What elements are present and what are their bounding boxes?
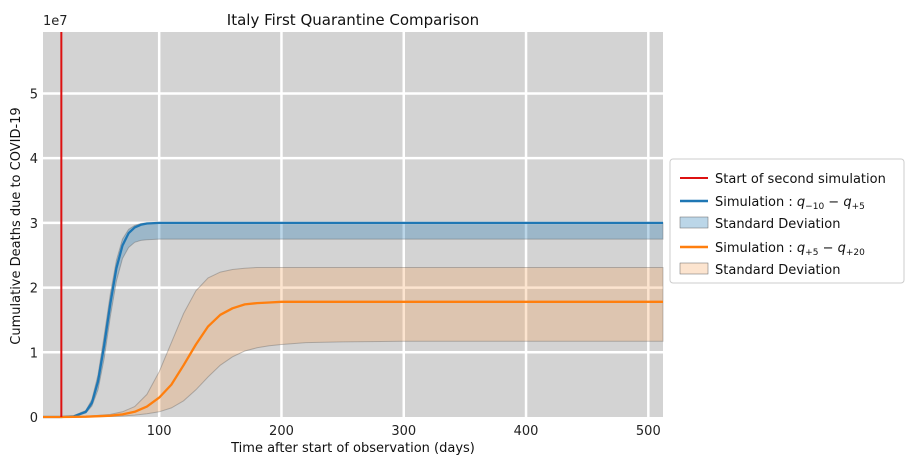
series-line-1	[43, 221, 663, 419]
chart-title: Italy First Quarantine Comparison	[227, 11, 479, 29]
y-tick-label: 5	[30, 87, 38, 102]
std-bands	[43, 222, 664, 418]
legend-box	[669, 158, 905, 284]
x-tick-label: 200	[269, 424, 294, 439]
legend-band2-label: Standard Deviation	[715, 263, 840, 278]
y-axis-label: Cumulative Deaths due to COVID-19	[9, 107, 24, 344]
x-tick-label: 300	[391, 424, 416, 439]
x-axis-label: Time after start of observation (days)	[230, 441, 475, 456]
y-tick-label: 1	[30, 346, 38, 361]
legend-band2-swatch	[679, 262, 709, 275]
x-tick-label: 100	[147, 424, 172, 439]
series-lines	[43, 221, 663, 419]
tick-labels: 100 200 300 400 500 0 1 2 3 4 5	[30, 87, 661, 439]
legend-series1-label: Simulation : q−10 − q+5	[715, 195, 865, 212]
y-tick-label: 4	[30, 152, 38, 167]
x-tick-label: 400	[514, 424, 539, 439]
x-tick-label: 500	[636, 424, 661, 439]
legend: Start of second simulation Simulation : …	[669, 158, 905, 284]
legend-band1-swatch	[679, 216, 709, 229]
legend-vline-label: Start of second simulation	[715, 172, 886, 187]
legend-band1-label: Standard Deviation	[715, 217, 840, 232]
y-tick-label: 3	[30, 217, 38, 232]
y-multiplier: 1e7	[43, 14, 68, 29]
std-band-1	[43, 222, 664, 418]
legend-series2-label: Simulation : q+5 − q+20	[715, 241, 865, 258]
std-band-2	[43, 267, 664, 418]
y-tick-label: 2	[30, 282, 38, 297]
series-line-2	[43, 300, 663, 419]
y-tick-label: 0	[30, 411, 38, 426]
